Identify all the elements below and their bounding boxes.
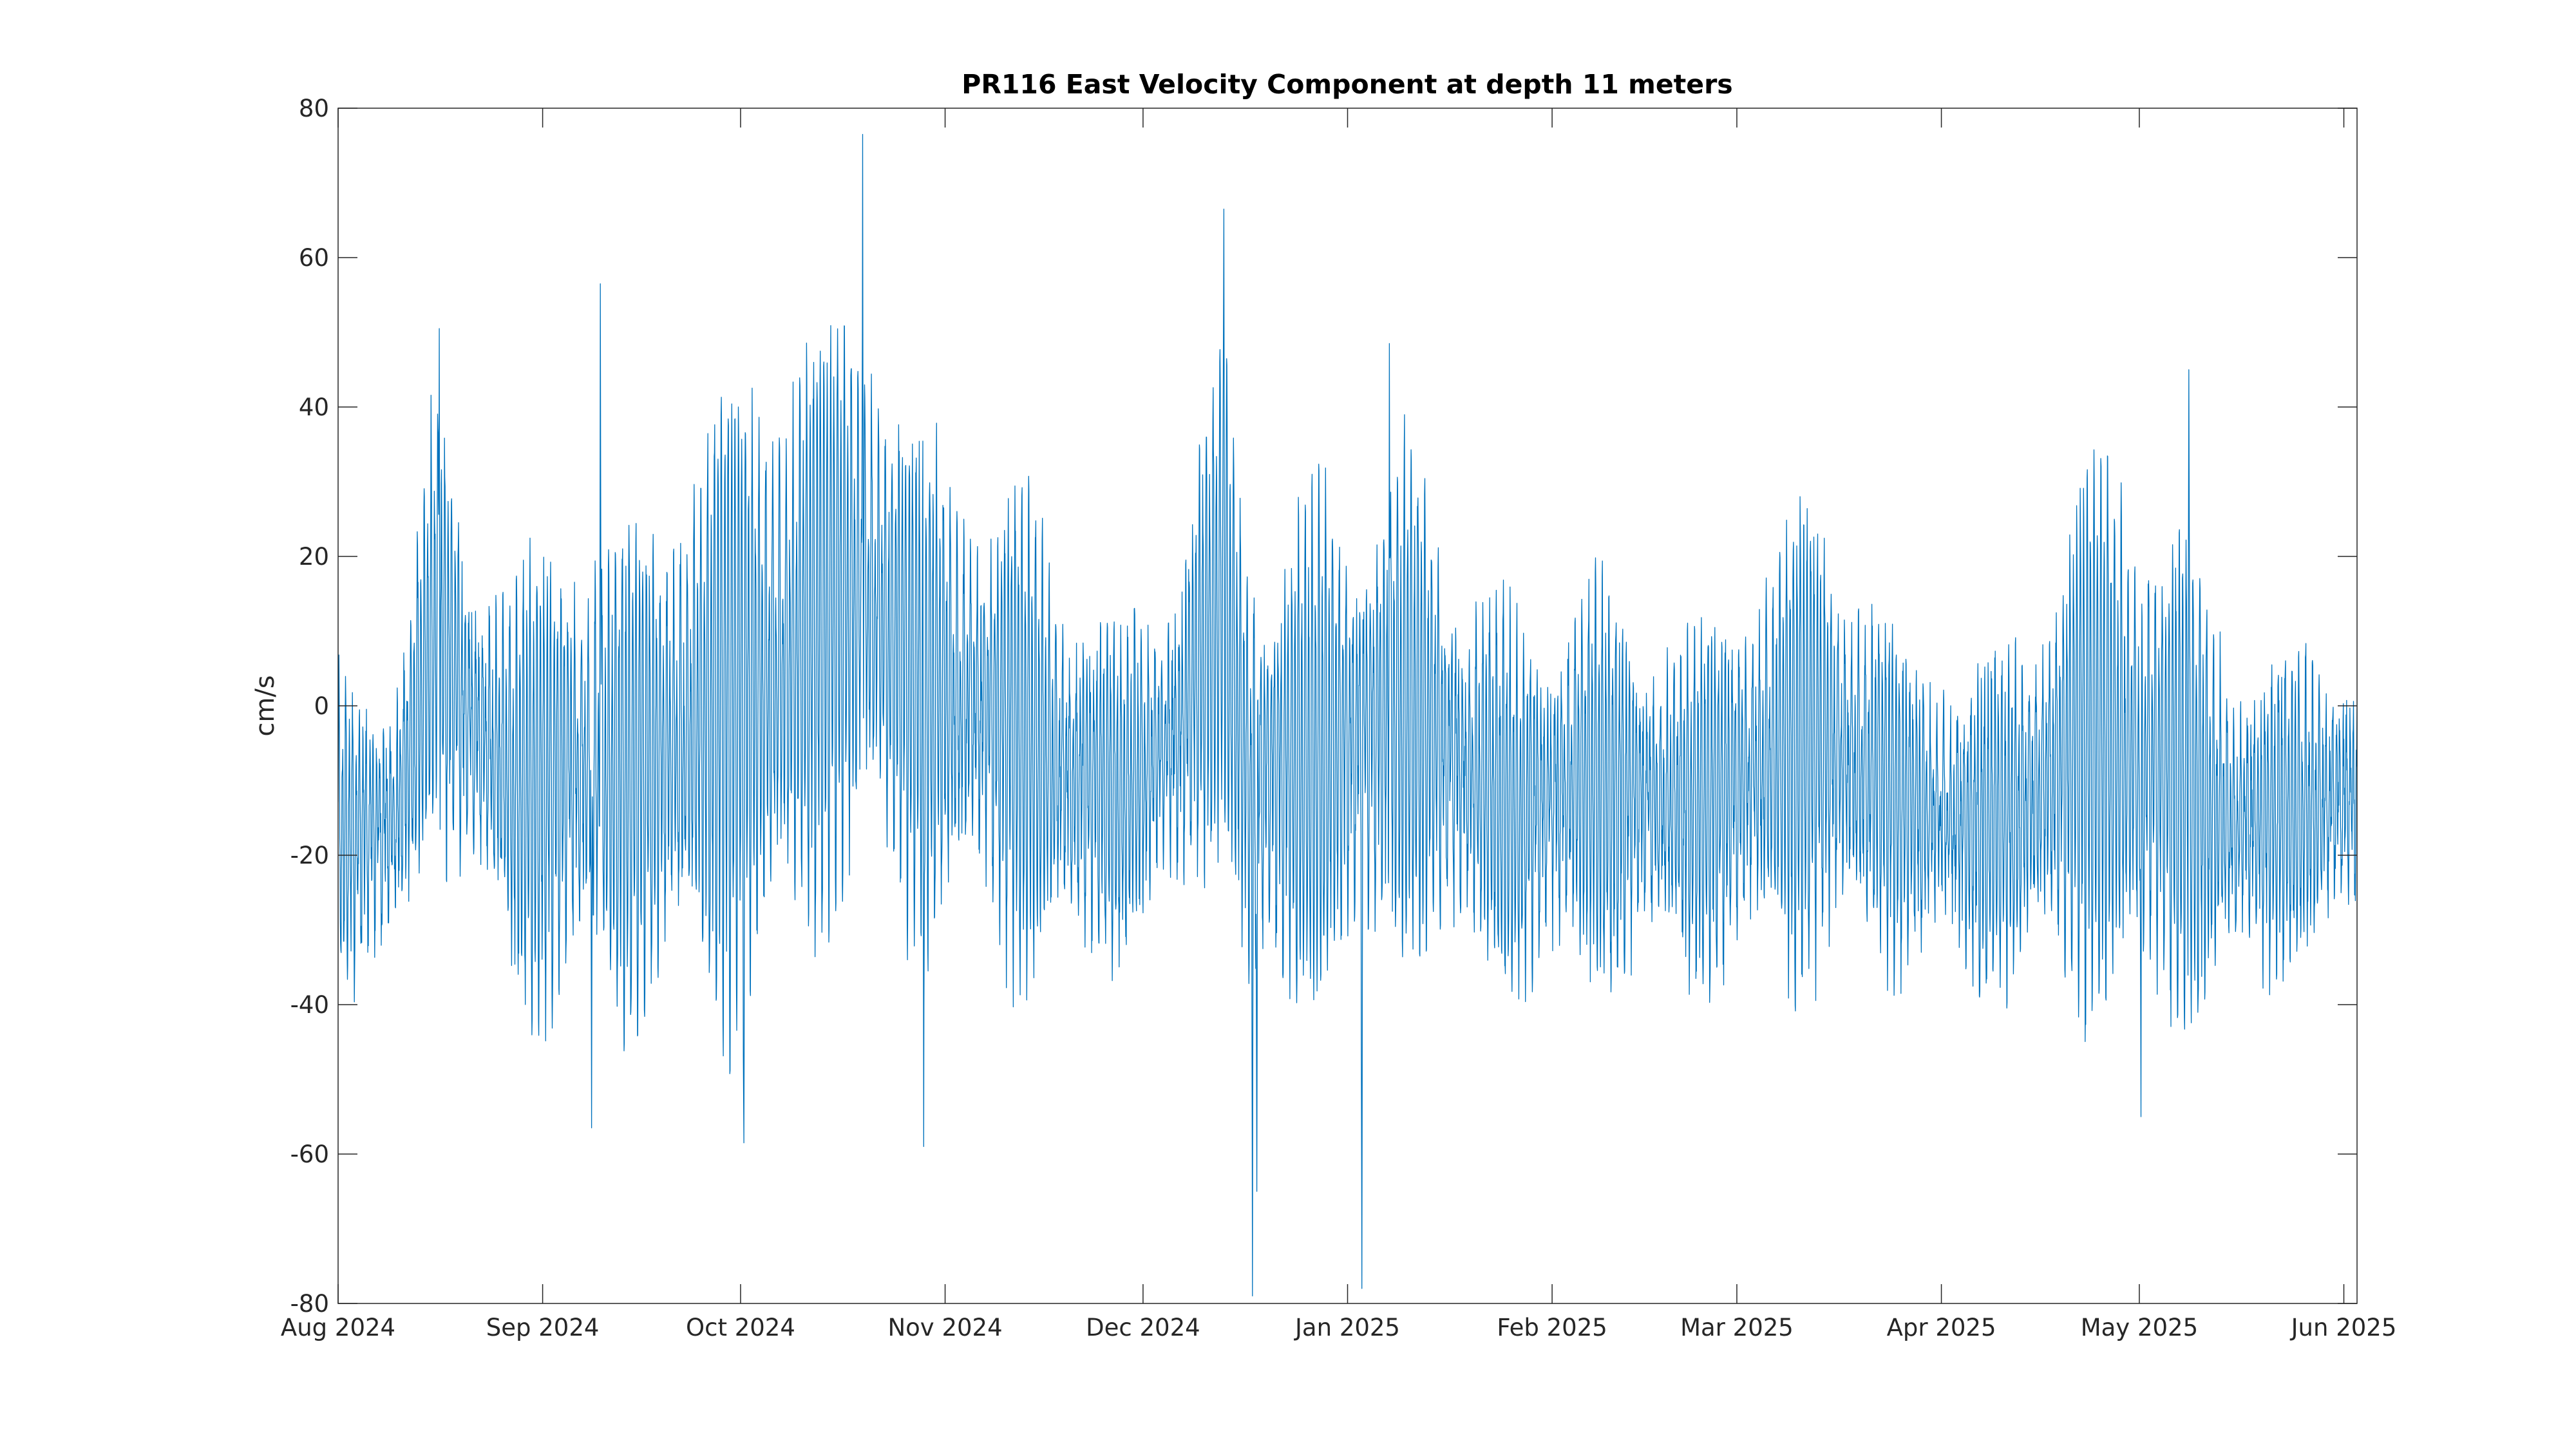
x-tick-label: Sep 2024: [486, 1314, 600, 1341]
axes-layer: -80 -60 -40 -20 0 20 40 60 80 Aug 2024 Sep 2024 Oct…: [281, 95, 2396, 1341]
y-tick-label: 80: [299, 95, 329, 122]
x-tick-label: Nov 2024: [887, 1314, 1002, 1341]
y-tick-label: 40: [299, 393, 329, 421]
x-tick-label: Apr 2025: [1887, 1314, 1996, 1341]
x-tick-label: Feb 2025: [1497, 1314, 1607, 1341]
x-tick-label: Oct 2024: [686, 1314, 795, 1341]
series-layer: [338, 133, 2357, 1297]
x-tick-label: May 2025: [2081, 1314, 2198, 1341]
x-tick-label: Jun 2025: [2290, 1314, 2397, 1341]
y-tick-label: 60: [299, 244, 329, 272]
x-tick-label: Aug 2024: [281, 1314, 395, 1341]
y-tick-label: -40: [290, 991, 329, 1019]
chart-title: PR116 East Velocity Component at depth 1…: [961, 69, 1732, 100]
plot-area: [338, 108, 2357, 1303]
y-tick-label: -80: [290, 1290, 329, 1318]
x-tick-label: Mar 2025: [1680, 1314, 1794, 1341]
x-tick-label: Dec 2024: [1086, 1314, 1200, 1341]
y-tick-label: 20: [299, 543, 329, 571]
x-tick-label: Jan 2025: [1294, 1314, 1400, 1341]
y-tick-label: -20: [290, 842, 329, 869]
y-tick-label: 0: [314, 692, 329, 720]
y-axis-label: cm/s: [251, 675, 280, 736]
series-line-0: [338, 133, 2357, 1297]
y-tick-label: -60: [290, 1141, 329, 1168]
